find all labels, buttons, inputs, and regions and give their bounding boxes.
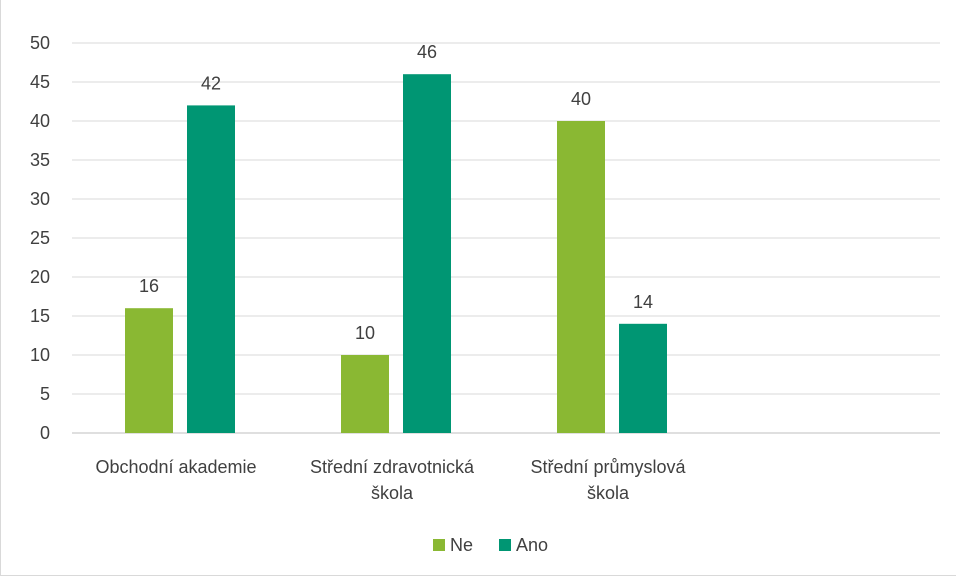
x-tick-label: Střední průmyslová škola xyxy=(530,457,686,503)
x-tick-label-line: Střední zdravotnická xyxy=(310,457,475,477)
data-label: 40 xyxy=(571,89,591,109)
legend-swatch-ano xyxy=(499,539,511,551)
y-tick-label: 15 xyxy=(30,306,50,326)
y-tick-label: 45 xyxy=(30,72,50,92)
y-tick-label: 25 xyxy=(30,228,50,248)
bar-ano-2 xyxy=(403,74,451,433)
y-tick-label: 0 xyxy=(40,423,50,443)
y-tick-label: 30 xyxy=(30,189,50,209)
data-label: 14 xyxy=(633,292,653,312)
y-tick-label: 40 xyxy=(30,111,50,131)
y-tick-label: 20 xyxy=(30,267,50,287)
y-tick-label: 50 xyxy=(30,33,50,53)
gridlines xyxy=(72,42,940,434)
y-axis: 0 5 10 15 20 25 30 35 40 45 50 xyxy=(30,33,50,443)
x-tick-label-line: Střední průmyslová xyxy=(530,457,686,477)
bar-ne-2 xyxy=(341,355,389,433)
data-labels: 16 10 40 42 46 14 xyxy=(139,42,653,343)
x-tick-label-line: škola xyxy=(371,483,414,503)
bars xyxy=(125,74,667,434)
bar-ne-3 xyxy=(557,121,605,433)
legend-swatch-ne xyxy=(433,539,445,551)
legend-label-ne: Ne xyxy=(450,535,473,555)
bar-ano-3 xyxy=(619,323,667,433)
y-tick-label: 10 xyxy=(30,345,50,365)
y-tick-label: 35 xyxy=(30,150,50,170)
x-tick-label-line: škola xyxy=(587,483,630,503)
x-tick-label: Střední zdravotnická škola xyxy=(310,457,475,503)
legend: Ne Ano xyxy=(433,535,548,555)
x-axis: Obchodní akademie Střední zdravotnická ško… xyxy=(95,457,686,503)
x-tick-label: Obchodní akademie xyxy=(95,457,256,477)
data-label: 10 xyxy=(355,323,375,343)
data-label: 42 xyxy=(201,73,221,93)
x-tick-label-line: Obchodní akademie xyxy=(95,457,256,477)
data-label: 46 xyxy=(417,42,437,62)
y-tick-label: 5 xyxy=(40,384,50,404)
bar-ano-1 xyxy=(187,105,235,434)
data-label: 16 xyxy=(139,276,159,296)
legend-label-ano: Ano xyxy=(516,535,548,555)
bar-ne-1 xyxy=(125,308,173,433)
